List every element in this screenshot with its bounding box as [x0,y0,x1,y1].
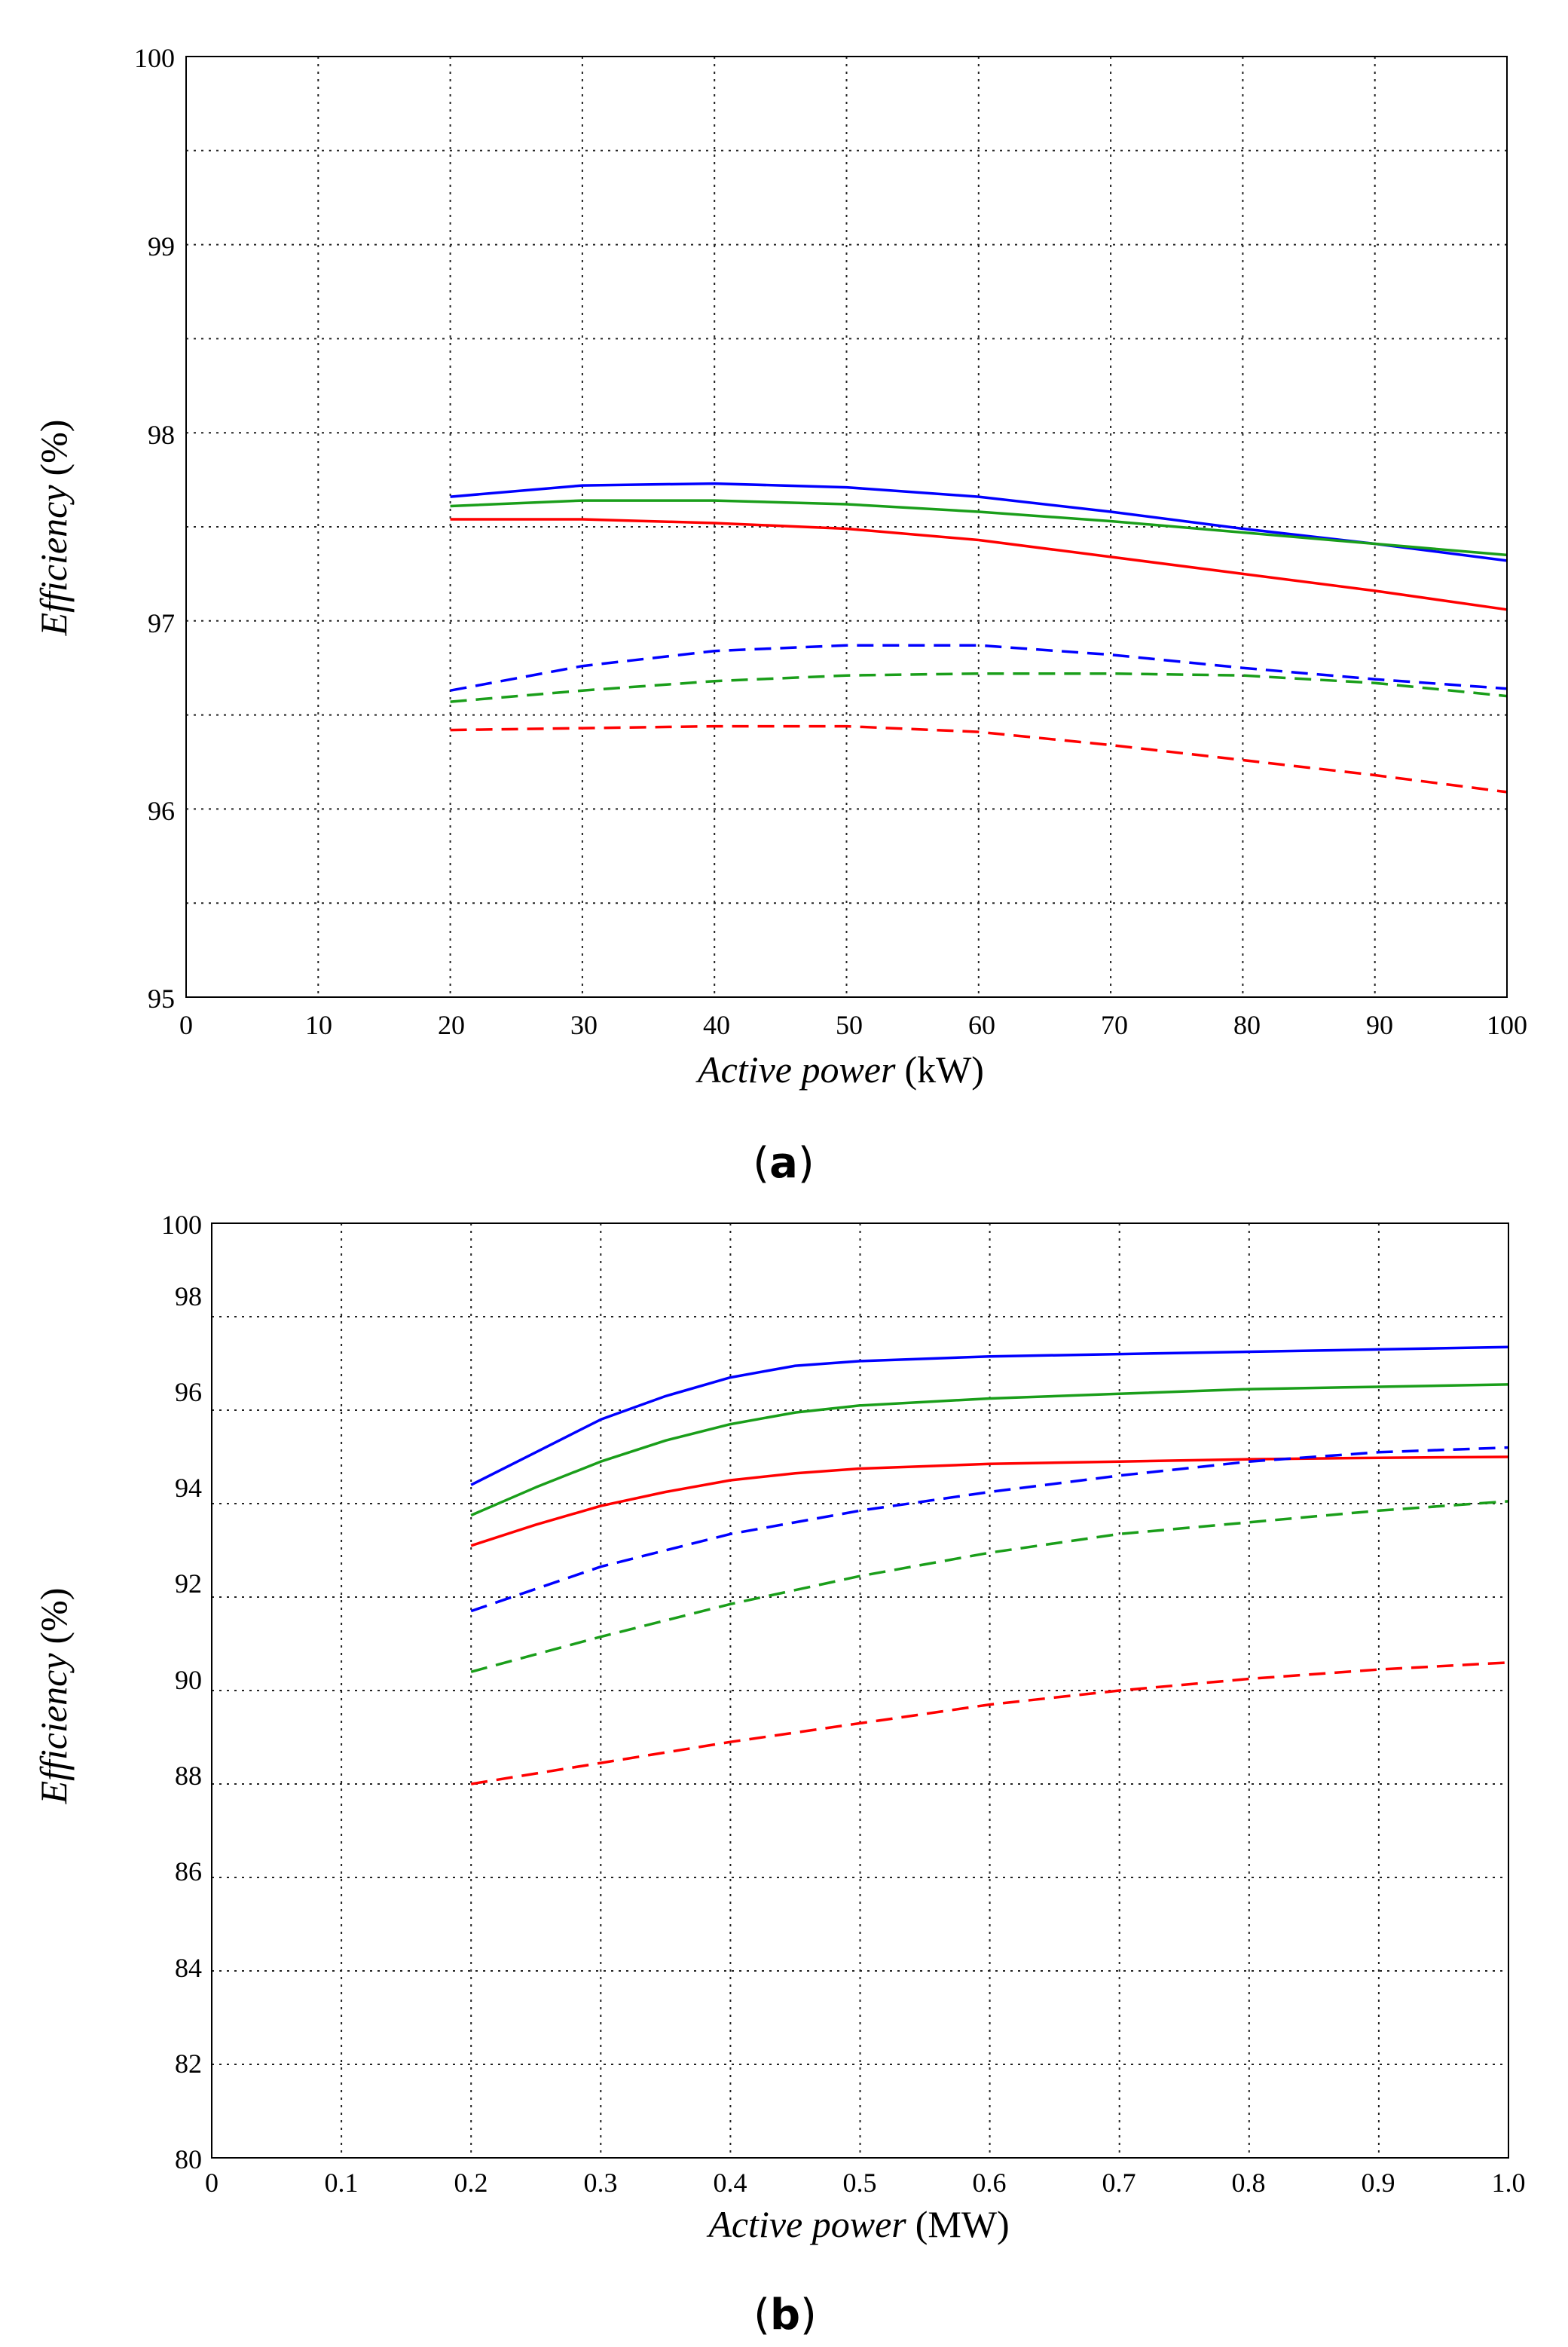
y-axis-title: Efficiency (%) [32,1588,75,1805]
series-line-dashed [450,724,1508,794]
chart-panel-a: 95 96 97 98 99 100 0 10 20 30 40 50 60 7… [32,43,1527,1188]
x-tick-label: 0.4 [714,2168,747,2198]
y-tick-label: 100 [161,1210,202,1240]
y-tick-label: 80 [175,2144,202,2174]
x-tick-label: 80 [1233,1010,1261,1040]
series-line-dashed [450,644,1508,692]
plot-area [185,56,1508,998]
y-tick-label: 84 [175,1953,202,1983]
y-tick-label: 99 [148,231,175,262]
series-line-solid [470,1345,1509,1486]
x-tick-label: 70 [1101,1010,1128,1040]
x-tick-label: 30 [570,1010,598,1040]
x-axis-title: Active power (MW) [706,2203,1009,2245]
y-tick-label: 88 [175,1761,202,1791]
y-axis-label: Efficiency [32,1653,75,1805]
x-tick-label: 0.1 [325,2168,359,2198]
panel-caption: (b) [753,2290,817,2339]
x-tick-label: 0 [179,1010,193,1040]
x-axis-unit: (MW) [915,2203,1010,2245]
y-tick-label: 94 [175,1473,202,1503]
y-axis-label: Efficiency [32,485,75,637]
x-tick-label: 0.3 [584,2168,618,2198]
x-tick-label: 60 [968,1010,995,1040]
x-tick-label: 0 [205,2168,219,2198]
x-tick-label: 1.0 [1492,2168,1526,2198]
y-tick-label: 100 [134,43,175,73]
x-tick-label: 90 [1366,1010,1393,1040]
y-axis-title: Efficiency (%) [32,420,75,637]
x-tick-label: 10 [305,1010,332,1040]
x-tick-label: 50 [836,1010,863,1040]
y-axis-unit: (%) [32,420,75,476]
plot-frame [211,1222,1509,2159]
x-axis-unit: (kW) [904,1048,984,1091]
plot-area [211,1222,1509,2159]
panel-caption: (a) [753,1139,815,1188]
x-axis-title: Active power (kW) [695,1048,984,1091]
series-line-dashed [470,1661,1509,1785]
x-tick-label: 0.8 [1232,2168,1266,2198]
y-tick-label: 92 [175,1568,202,1599]
x-axis-label: Active power [706,2203,906,2245]
y-tick-label: 96 [175,1377,202,1407]
series-line-solid [450,518,1508,611]
x-tick-label: 0.9 [1362,2168,1395,2198]
x-tick-label: 100 [1487,1010,1527,1040]
series-line-dashed [450,672,1508,703]
y-tick-label: 86 [175,1856,202,1886]
x-tick-label: 20 [438,1010,465,1040]
x-tick-label: 0.6 [973,2168,1007,2198]
x-tick-label: 0.7 [1102,2168,1136,2198]
y-tick-label: 90 [175,1665,202,1695]
y-tick-label: 98 [175,1281,202,1311]
series-line-solid [450,499,1508,557]
panel-caption-letter: b [770,2290,800,2339]
panel-caption-letter: a [769,1139,798,1188]
y-tick-label: 96 [148,796,175,826]
series-line-solid [470,1455,1509,1547]
y-tick-label: 97 [148,608,175,638]
y-tick-label: 82 [175,2049,202,2079]
x-tick-label: 40 [703,1010,730,1040]
x-tick-label: 0.2 [454,2168,488,2198]
series-line-dashed [470,1500,1509,1673]
series-line-dashed [470,1446,1509,1613]
y-axis-unit: (%) [32,1588,75,1645]
y-tick-label: 95 [148,984,175,1014]
plot-frame [185,56,1508,998]
y-tick-label: 98 [148,420,175,450]
x-axis-label: Active power [695,1048,896,1091]
chart-panel-b: 80 82 84 86 88 90 92 94 96 98 100 0 0.1 … [32,1210,1526,2339]
x-tick-label: 0.5 [843,2168,877,2198]
series-line-solid [470,1383,1509,1517]
